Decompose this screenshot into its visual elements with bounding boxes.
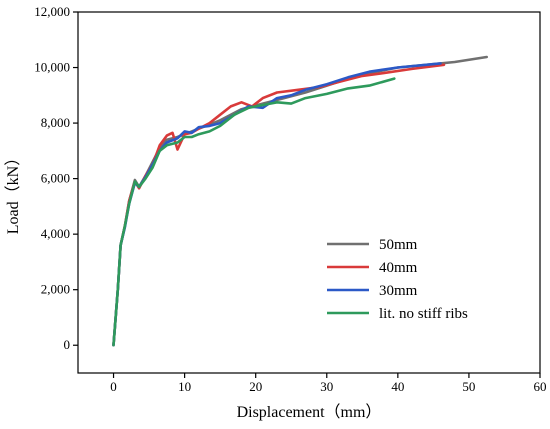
series-layer [112,55,488,347]
y-tick-label: 0 [64,337,71,352]
x-tick-label: 40 [391,379,404,394]
x-tick-label: 30 [320,379,333,394]
y-tick-label: 4,000 [41,226,70,241]
y-tick-label: 10,000 [34,60,70,75]
series-line-4 [112,77,396,347]
x-tick-label: 60 [534,379,547,394]
y-tick-label: 2,000 [41,282,70,297]
legend: 50mm 40mm 30mm lit. no stiff ribs [327,237,468,322]
x-tick-label: 50 [462,379,475,394]
y-tick-label: 12,000 [34,4,70,19]
y-tick-label: 6,000 [41,171,70,186]
y-axis-title: Load（kN） [4,150,22,234]
y-tick-label: 8,000 [41,115,70,130]
legend-label-1: 50mm [379,237,418,253]
plot-frame [77,11,541,374]
x-tick-label: 20 [249,379,262,394]
x-tick-label: 0 [110,379,117,394]
legend-label-3: 30mm [379,283,418,299]
legend-label-2: 40mm [379,260,418,276]
x-axis-title: Displacement（mm） [237,403,382,421]
legend-label-4: lit. no stiff ribs [379,306,468,322]
x-axis-ticks: 0 10 20 30 40 50 60 [110,373,547,394]
series-line-3 [112,62,442,347]
y-axis-ticks: 0 2,000 4,000 6,000 8,000 10,000 12,000 [34,4,78,352]
series-line-2 [112,63,446,347]
x-tick-label: 10 [178,379,191,394]
